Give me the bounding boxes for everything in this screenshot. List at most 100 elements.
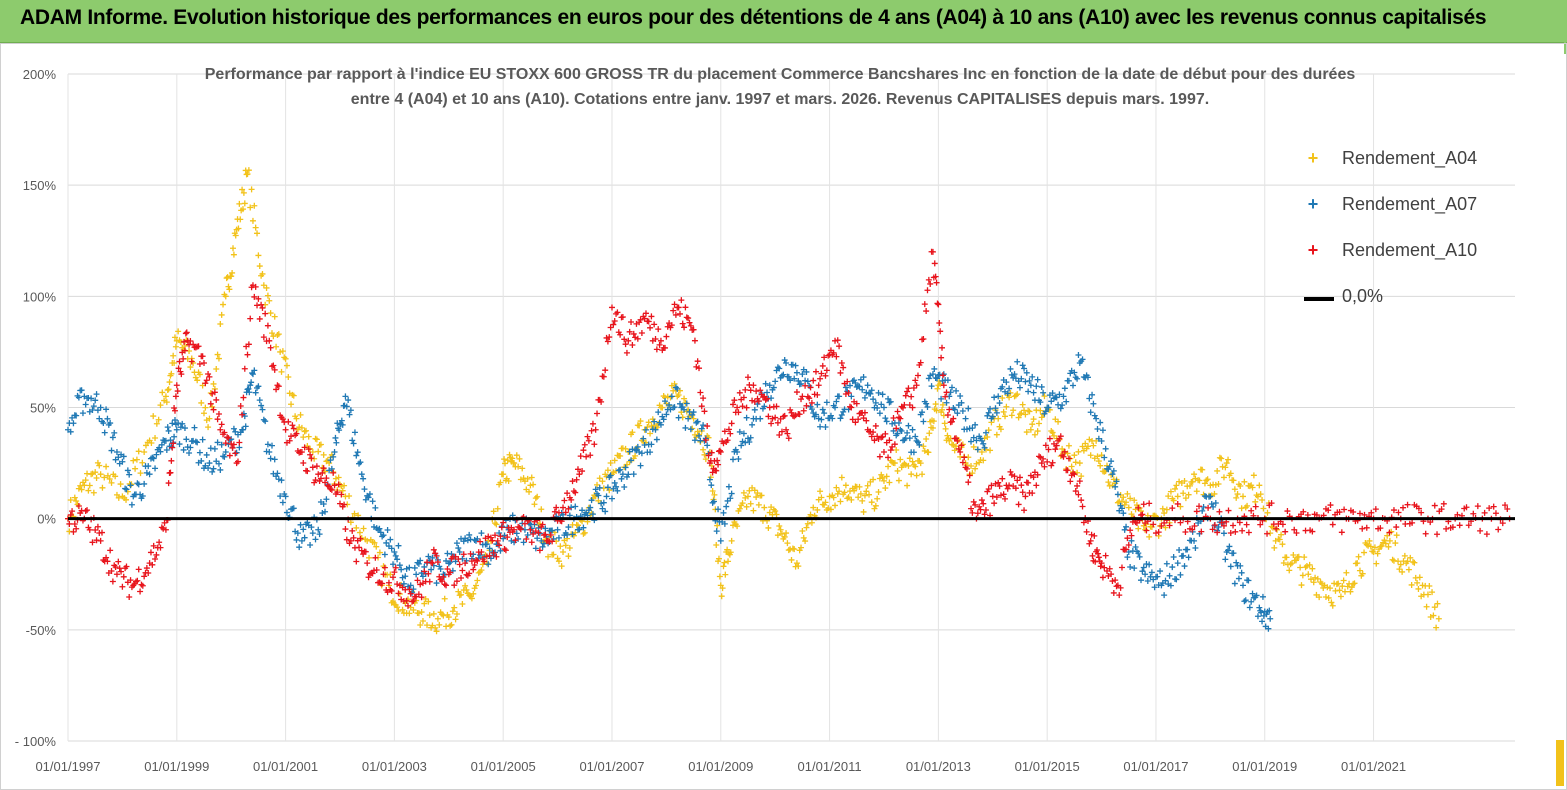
data-point <box>1006 385 1013 392</box>
data-point <box>1339 583 1346 590</box>
data-point <box>1363 524 1370 531</box>
data-point <box>342 393 349 400</box>
data-point <box>681 324 688 331</box>
data-point <box>1060 453 1067 460</box>
data-point <box>365 494 372 501</box>
data-point <box>1220 530 1227 537</box>
data-point <box>1504 505 1511 512</box>
data-point <box>565 524 572 531</box>
data-point <box>657 337 664 344</box>
data-point <box>213 366 220 372</box>
data-point <box>764 395 771 402</box>
data-point <box>94 407 101 414</box>
data-point <box>997 426 1004 433</box>
data-point <box>1071 369 1078 376</box>
data-point <box>596 484 603 491</box>
data-point <box>539 543 546 550</box>
data-point <box>545 553 552 560</box>
data-point <box>215 355 222 362</box>
data-point <box>946 406 953 413</box>
data-point <box>1241 478 1248 485</box>
data-point <box>1295 553 1302 560</box>
data-point <box>1223 460 1230 467</box>
data-point <box>736 428 743 435</box>
data-point <box>1174 560 1181 567</box>
data-point <box>391 569 398 576</box>
data-point <box>761 504 768 511</box>
data-point <box>520 539 527 546</box>
data-point <box>1359 570 1366 577</box>
data-point <box>1278 531 1285 538</box>
data-point <box>717 448 724 455</box>
data-point <box>1080 519 1087 526</box>
data-point <box>133 456 140 463</box>
data-point <box>1128 532 1135 539</box>
data-point <box>296 544 303 551</box>
data-point <box>868 433 875 440</box>
data-point <box>630 330 637 337</box>
x-tick-label: 01/01/2007 <box>579 759 644 774</box>
data-point <box>690 326 697 333</box>
data-point <box>199 353 206 360</box>
data-point <box>830 349 837 356</box>
data-point <box>846 403 853 410</box>
data-point <box>252 389 259 396</box>
data-point <box>965 479 972 486</box>
data-point <box>1211 490 1218 497</box>
data-point <box>580 447 587 454</box>
data-point <box>387 571 394 578</box>
data-point <box>248 186 255 193</box>
data-point <box>1034 471 1041 478</box>
data-point <box>109 578 116 585</box>
data-point <box>451 604 458 611</box>
data-point <box>1306 561 1313 568</box>
data-point <box>1258 609 1265 616</box>
data-point <box>252 283 259 290</box>
data-point <box>458 591 465 598</box>
data-point <box>115 558 122 565</box>
data-point <box>400 580 407 587</box>
y-tick-label: -50% <box>26 623 57 638</box>
data-point <box>1084 374 1091 381</box>
data-point <box>1250 472 1257 479</box>
data-point <box>209 468 216 475</box>
data-point <box>82 401 89 408</box>
data-point <box>101 474 108 481</box>
data-point <box>1140 564 1147 571</box>
data-point <box>1180 552 1187 559</box>
data-point <box>108 479 115 486</box>
data-point <box>965 405 972 412</box>
data-point <box>1276 536 1283 543</box>
data-point <box>448 621 455 628</box>
data-point <box>69 508 76 515</box>
data-point <box>312 477 319 483</box>
data-point <box>165 427 172 434</box>
data-point <box>912 463 919 470</box>
data-point <box>222 293 229 300</box>
data-point <box>1336 509 1343 516</box>
data-point <box>1214 529 1221 536</box>
data-point <box>765 524 772 531</box>
data-point <box>1185 554 1192 561</box>
data-point <box>776 365 783 372</box>
data-point <box>426 578 433 585</box>
data-point <box>205 371 212 378</box>
data-point <box>421 600 428 607</box>
data-point <box>1016 384 1023 391</box>
data-point <box>1356 510 1363 517</box>
data-point <box>1151 584 1158 591</box>
data-point <box>1259 593 1266 600</box>
data-point <box>622 341 629 348</box>
data-point <box>343 536 350 543</box>
data-point <box>472 582 479 589</box>
data-point <box>804 378 811 385</box>
data-point <box>308 524 315 531</box>
data-point <box>842 384 849 391</box>
data-point <box>403 597 410 604</box>
data-point <box>785 373 792 380</box>
data-point <box>851 487 858 494</box>
data-point <box>113 448 120 455</box>
data-point <box>679 320 686 327</box>
data-point <box>500 471 507 478</box>
data-point <box>451 582 458 589</box>
